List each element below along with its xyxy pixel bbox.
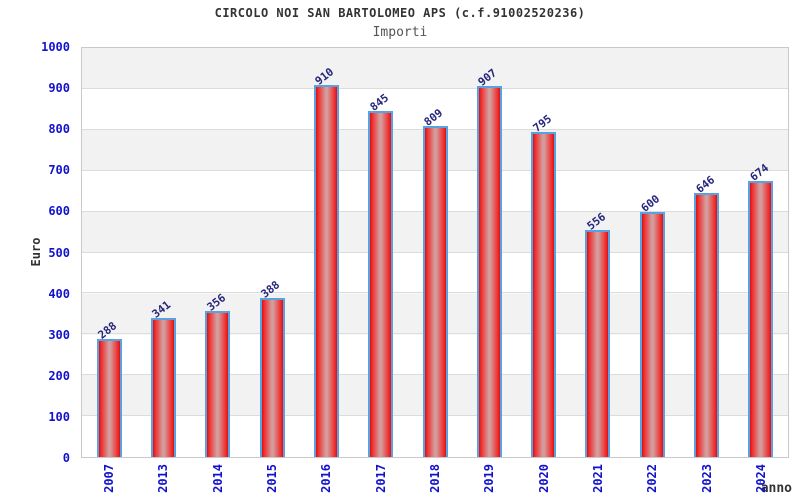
chart-subtitle: Importi: [372, 25, 428, 40]
x-tick-label: 2018: [428, 464, 443, 493]
bar-value-label: 556: [584, 209, 609, 233]
x-tick-label: 2007: [102, 464, 117, 493]
y-tick-label: 500: [48, 245, 70, 260]
bar-column-2013: 341 2013: [136, 48, 190, 493]
x-tick-label: 2013: [156, 464, 171, 493]
bar-column-2014: 356 2014: [191, 48, 245, 493]
bar-value-label: 910: [312, 65, 337, 88]
bar-column-2024: 674 2024: [734, 48, 788, 493]
bar-value-label: 907: [475, 66, 500, 89]
bar-column-2023: 646 2023: [679, 48, 733, 493]
x-tick-label: 2024: [753, 464, 768, 493]
bar-value-label: 288: [95, 319, 120, 342]
bar-column-2022: 600 2022: [625, 48, 679, 493]
bar-2013: 341: [150, 298, 176, 457]
x-tick-label: 2023: [699, 464, 714, 493]
gridline-900: [82, 87, 788, 89]
y-tick-label: 900: [48, 81, 70, 96]
y-tick-label: 600: [48, 204, 70, 219]
y-tick-label: 800: [48, 122, 70, 137]
bar-value-label: 674: [747, 161, 772, 185]
y-tick-label: 300: [48, 327, 70, 342]
bar-column-2018: 809 2018: [408, 48, 462, 493]
bar-2014: 356: [204, 292, 231, 457]
bar-column-2019: 907 2019: [462, 48, 516, 493]
bar-column-2007: 288 2007: [82, 48, 136, 493]
y-axis-title: Euro: [29, 237, 43, 267]
x-tick-label: 2016: [319, 464, 334, 493]
bar-value-label: 341: [150, 297, 174, 321]
y-tick-label: 700: [48, 163, 70, 178]
bar-2015: 388: [259, 279, 285, 457]
bar-column-2020: 795 2020: [517, 48, 571, 493]
bar-2020: 795: [530, 112, 557, 457]
bar-2024: 674: [747, 162, 774, 457]
x-tick-label: 2021: [590, 464, 605, 493]
y-axis-ticks: 0 100 200 300 400 500 600 700 800 900 1000: [0, 40, 70, 465]
bar-value-label: 646: [693, 173, 717, 196]
x-tick-label: 2015: [265, 464, 280, 493]
x-axis-title: anno: [760, 481, 792, 496]
bar-value-label: 356: [204, 291, 229, 315]
bar-2018: 809: [422, 106, 448, 457]
y-tick-label: 0: [62, 451, 70, 465]
chart-title: CIRCOLO NOI SAN BARTOLOMEO APS (c.f.9100…: [214, 6, 586, 20]
x-tick-label: 2014: [210, 464, 225, 493]
x-tick-label: 2022: [645, 464, 660, 493]
bar-2019: 907: [476, 66, 502, 457]
y-tick-label: 1000: [41, 40, 70, 54]
bar-2022: 600: [639, 192, 665, 457]
bar-value-label: 795: [530, 112, 554, 135]
y-tick-label: 200: [48, 368, 70, 383]
y-tick-label: 100: [48, 409, 70, 424]
bar-column-2015: 388 2015: [245, 48, 299, 493]
bar-value-label: 809: [421, 106, 446, 129]
x-tick-label: 2020: [536, 464, 551, 493]
bar-2017: 845: [367, 92, 394, 457]
bar-column-2016: 910 2016: [299, 48, 353, 493]
bar-2023: 646: [693, 173, 720, 457]
bar-2021: 556: [585, 210, 611, 457]
bar-2007: 288: [96, 319, 122, 457]
y-tick-label: 400: [48, 286, 70, 301]
plot-area: 288 2007 341 2013 356 2014 388 2015 910 2016 845 20…: [81, 47, 789, 493]
x-tick-label: 2019: [482, 464, 497, 493]
bars-container: 288 2007 341 2013 356 2014 388 2015 910 2016 845 20…: [82, 48, 788, 493]
x-tick-label: 2017: [373, 464, 388, 493]
bar-column-2021: 556 2021: [571, 48, 625, 493]
bar-column-2017: 845 2017: [354, 48, 408, 493]
bar-2016: 910: [313, 65, 339, 457]
bar-value-label: 600: [638, 191, 663, 215]
bar-value-label: 388: [258, 278, 283, 302]
bar-value-label: 845: [367, 91, 391, 115]
